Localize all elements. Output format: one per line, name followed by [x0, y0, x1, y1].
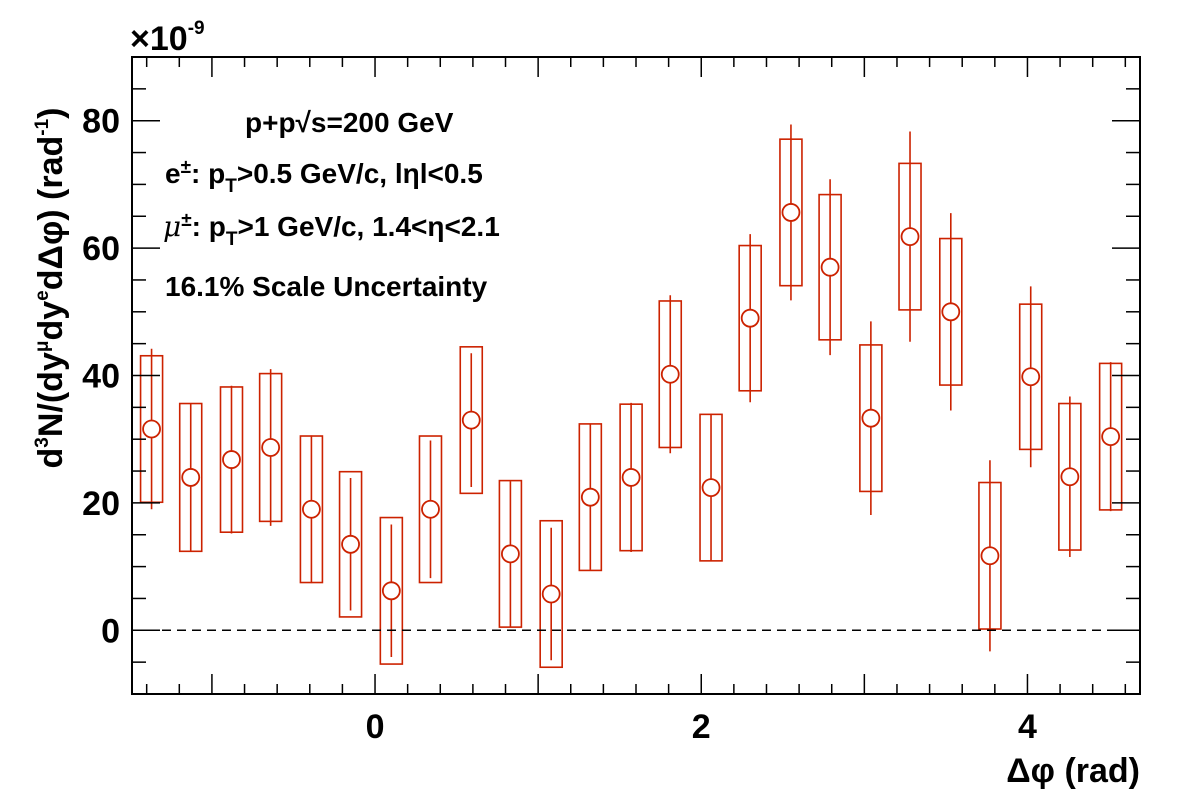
- data-point-16: [781, 203, 801, 222]
- sys-box-11: [578, 423, 603, 572]
- y-tick-label: 60: [82, 230, 120, 268]
- y-tick-label: 80: [82, 103, 120, 141]
- data-point-21: [980, 546, 1000, 566]
- data-point-11: [580, 487, 600, 507]
- sys-box-5: [338, 470, 363, 618]
- data-point-3: [261, 438, 281, 457]
- data-point-17: [820, 257, 840, 277]
- data-point-22: [1021, 367, 1041, 387]
- annotation-line-1: p+p√s=200 GeV: [245, 107, 454, 138]
- data-point-2: [222, 450, 241, 469]
- x-tick-label: 4: [1018, 708, 1037, 746]
- data-point-23: [1060, 467, 1080, 487]
- data-point-7: [421, 499, 440, 519]
- y-tick-label: 0: [101, 612, 120, 650]
- annotation-line-3: μ±: pT>1 GeV/c, 1.4<η<2.1: [163, 210, 500, 250]
- y-tick-label: 40: [82, 358, 120, 396]
- data-point-24: [1101, 427, 1121, 447]
- data-point-9: [501, 544, 520, 564]
- data-point-12: [621, 468, 641, 487]
- annotation-line-2: e±: pT>0.5 GeV/c, lηl<0.5: [165, 157, 483, 197]
- data-point-13: [660, 364, 680, 384]
- x-tick-label: 0: [366, 708, 385, 746]
- data-point-0: [142, 419, 161, 439]
- data-point-15: [740, 308, 760, 328]
- data-points: [142, 124, 1121, 661]
- data-point-10: [541, 584, 561, 604]
- data-point-5: [341, 534, 360, 554]
- data-point-6: [381, 581, 401, 601]
- annotation-block: p+p√s=200 GeV e±: pT>0.5 GeV/c, lηl<0.5 …: [163, 107, 500, 302]
- data-point-14: [701, 478, 721, 498]
- data-point-20: [941, 302, 961, 322]
- annotation-line-4: 16.1% Scale Uncertainty: [165, 271, 488, 302]
- y-axis-multiplier: ×10-9: [130, 18, 205, 58]
- data-point-4: [302, 499, 321, 519]
- data-point-1: [181, 468, 201, 487]
- sys-box-7: [418, 435, 443, 584]
- plot-frame: [131, 56, 1141, 695]
- x-tick-label: 2: [692, 708, 711, 746]
- sys-box-10: [539, 519, 563, 669]
- data-point-8: [461, 410, 481, 430]
- sys-box-6: [379, 516, 404, 665]
- y-tick-label: 20: [82, 485, 120, 523]
- sys-box-9: [498, 479, 523, 628]
- x-axis-title: Δφ (rad): [1006, 752, 1140, 790]
- sys-box-8: [459, 346, 484, 495]
- y-axis-title: d3N/(dyμdyedΔφ) (rad-1): [32, 107, 70, 468]
- data-point-19: [900, 227, 920, 247]
- data-point-18: [861, 408, 881, 428]
